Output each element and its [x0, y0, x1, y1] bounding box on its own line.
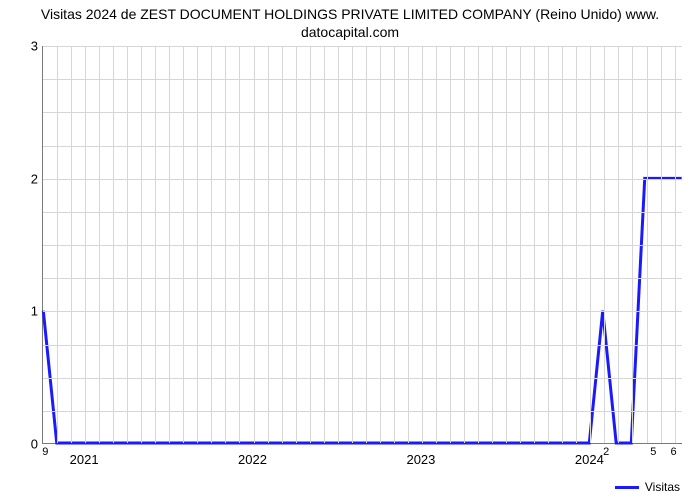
- y-tick-label: 2: [31, 171, 38, 186]
- grid-v-minor: [604, 46, 605, 443]
- grid-v-minor: [562, 46, 563, 443]
- inset-label: 9: [42, 446, 48, 458]
- grid-v-minor: [408, 46, 409, 443]
- grid-v-minor: [239, 46, 240, 443]
- grid-v-minor: [436, 46, 437, 443]
- grid-v-minor: [366, 46, 367, 443]
- grid-v-minor: [113, 46, 114, 443]
- inset-label: 6: [671, 446, 677, 458]
- grid-h-minor: [43, 79, 682, 80]
- grid-v-minor: [183, 46, 184, 443]
- grid-v-minor: [127, 46, 128, 443]
- chart-title-line1: Visitas 2024 de ZEST DOCUMENT HOLDINGS P…: [41, 6, 659, 22]
- grid-v-minor: [478, 46, 479, 443]
- inset-label: 2: [603, 446, 609, 458]
- x-tick-label: 2024: [575, 452, 604, 467]
- grid-v: [422, 46, 423, 443]
- grid-v-minor: [268, 46, 269, 443]
- x-tick-label: 2021: [70, 452, 99, 467]
- grid-v-minor: [352, 46, 353, 443]
- grid-v: [254, 46, 255, 443]
- grid-v-minor: [534, 46, 535, 443]
- grid-v-minor: [169, 46, 170, 443]
- chart-title-line2: datocapital.com: [301, 24, 399, 40]
- legend: Visitas: [615, 480, 680, 494]
- grid-h-minor: [43, 345, 682, 346]
- inset-label: 5: [650, 446, 656, 458]
- grid-v-minor: [71, 46, 72, 443]
- y-tick-label: 3: [31, 39, 38, 54]
- grid-v-minor: [548, 46, 549, 443]
- grid-v-minor: [450, 46, 451, 443]
- grid-v-minor: [632, 46, 633, 443]
- grid-v-minor: [338, 46, 339, 443]
- grid-v-minor: [380, 46, 381, 443]
- grid-h-minor: [43, 212, 682, 213]
- x-tick-label: 2023: [406, 452, 435, 467]
- grid-h-minor: [43, 411, 682, 412]
- grid-v-minor: [296, 46, 297, 443]
- legend-swatch: [615, 486, 639, 489]
- grid-v-minor: [282, 46, 283, 443]
- plot-area: [42, 46, 682, 444]
- grid-v-minor: [141, 46, 142, 443]
- grid-h-minor: [43, 378, 682, 379]
- y-tick-label: 0: [31, 437, 38, 452]
- grid-h-minor: [43, 112, 682, 113]
- legend-label: Visitas: [645, 480, 680, 494]
- grid-v-minor: [324, 46, 325, 443]
- chart-title: Visitas 2024 de ZEST DOCUMENT HOLDINGS P…: [0, 6, 700, 41]
- grid-h-minor: [43, 245, 682, 246]
- grid-v-minor: [310, 46, 311, 443]
- grid-v: [85, 46, 86, 443]
- y-tick-label: 1: [31, 304, 38, 319]
- grid-v-minor: [99, 46, 100, 443]
- grid-v: [590, 46, 591, 443]
- grid-h-minor: [43, 278, 682, 279]
- grid-v-minor: [464, 46, 465, 443]
- grid-h: [43, 179, 682, 180]
- grid-v-minor: [576, 46, 577, 443]
- grid-h: [43, 311, 682, 312]
- grid-v-minor: [197, 46, 198, 443]
- grid-v-minor: [225, 46, 226, 443]
- grid-v-minor: [394, 46, 395, 443]
- grid-v-minor: [675, 46, 676, 443]
- grid-v-minor: [661, 46, 662, 443]
- grid-v-minor: [57, 46, 58, 443]
- grid-v-minor: [520, 46, 521, 443]
- grid-v-minor: [492, 46, 493, 443]
- grid-v-minor: [647, 46, 648, 443]
- grid-h: [43, 46, 682, 47]
- grid-v-minor: [155, 46, 156, 443]
- x-tick-label: 2022: [238, 452, 267, 467]
- grid-v-minor: [506, 46, 507, 443]
- grid-h-minor: [43, 146, 682, 147]
- grid-v-minor: [211, 46, 212, 443]
- grid-v-minor: [618, 46, 619, 443]
